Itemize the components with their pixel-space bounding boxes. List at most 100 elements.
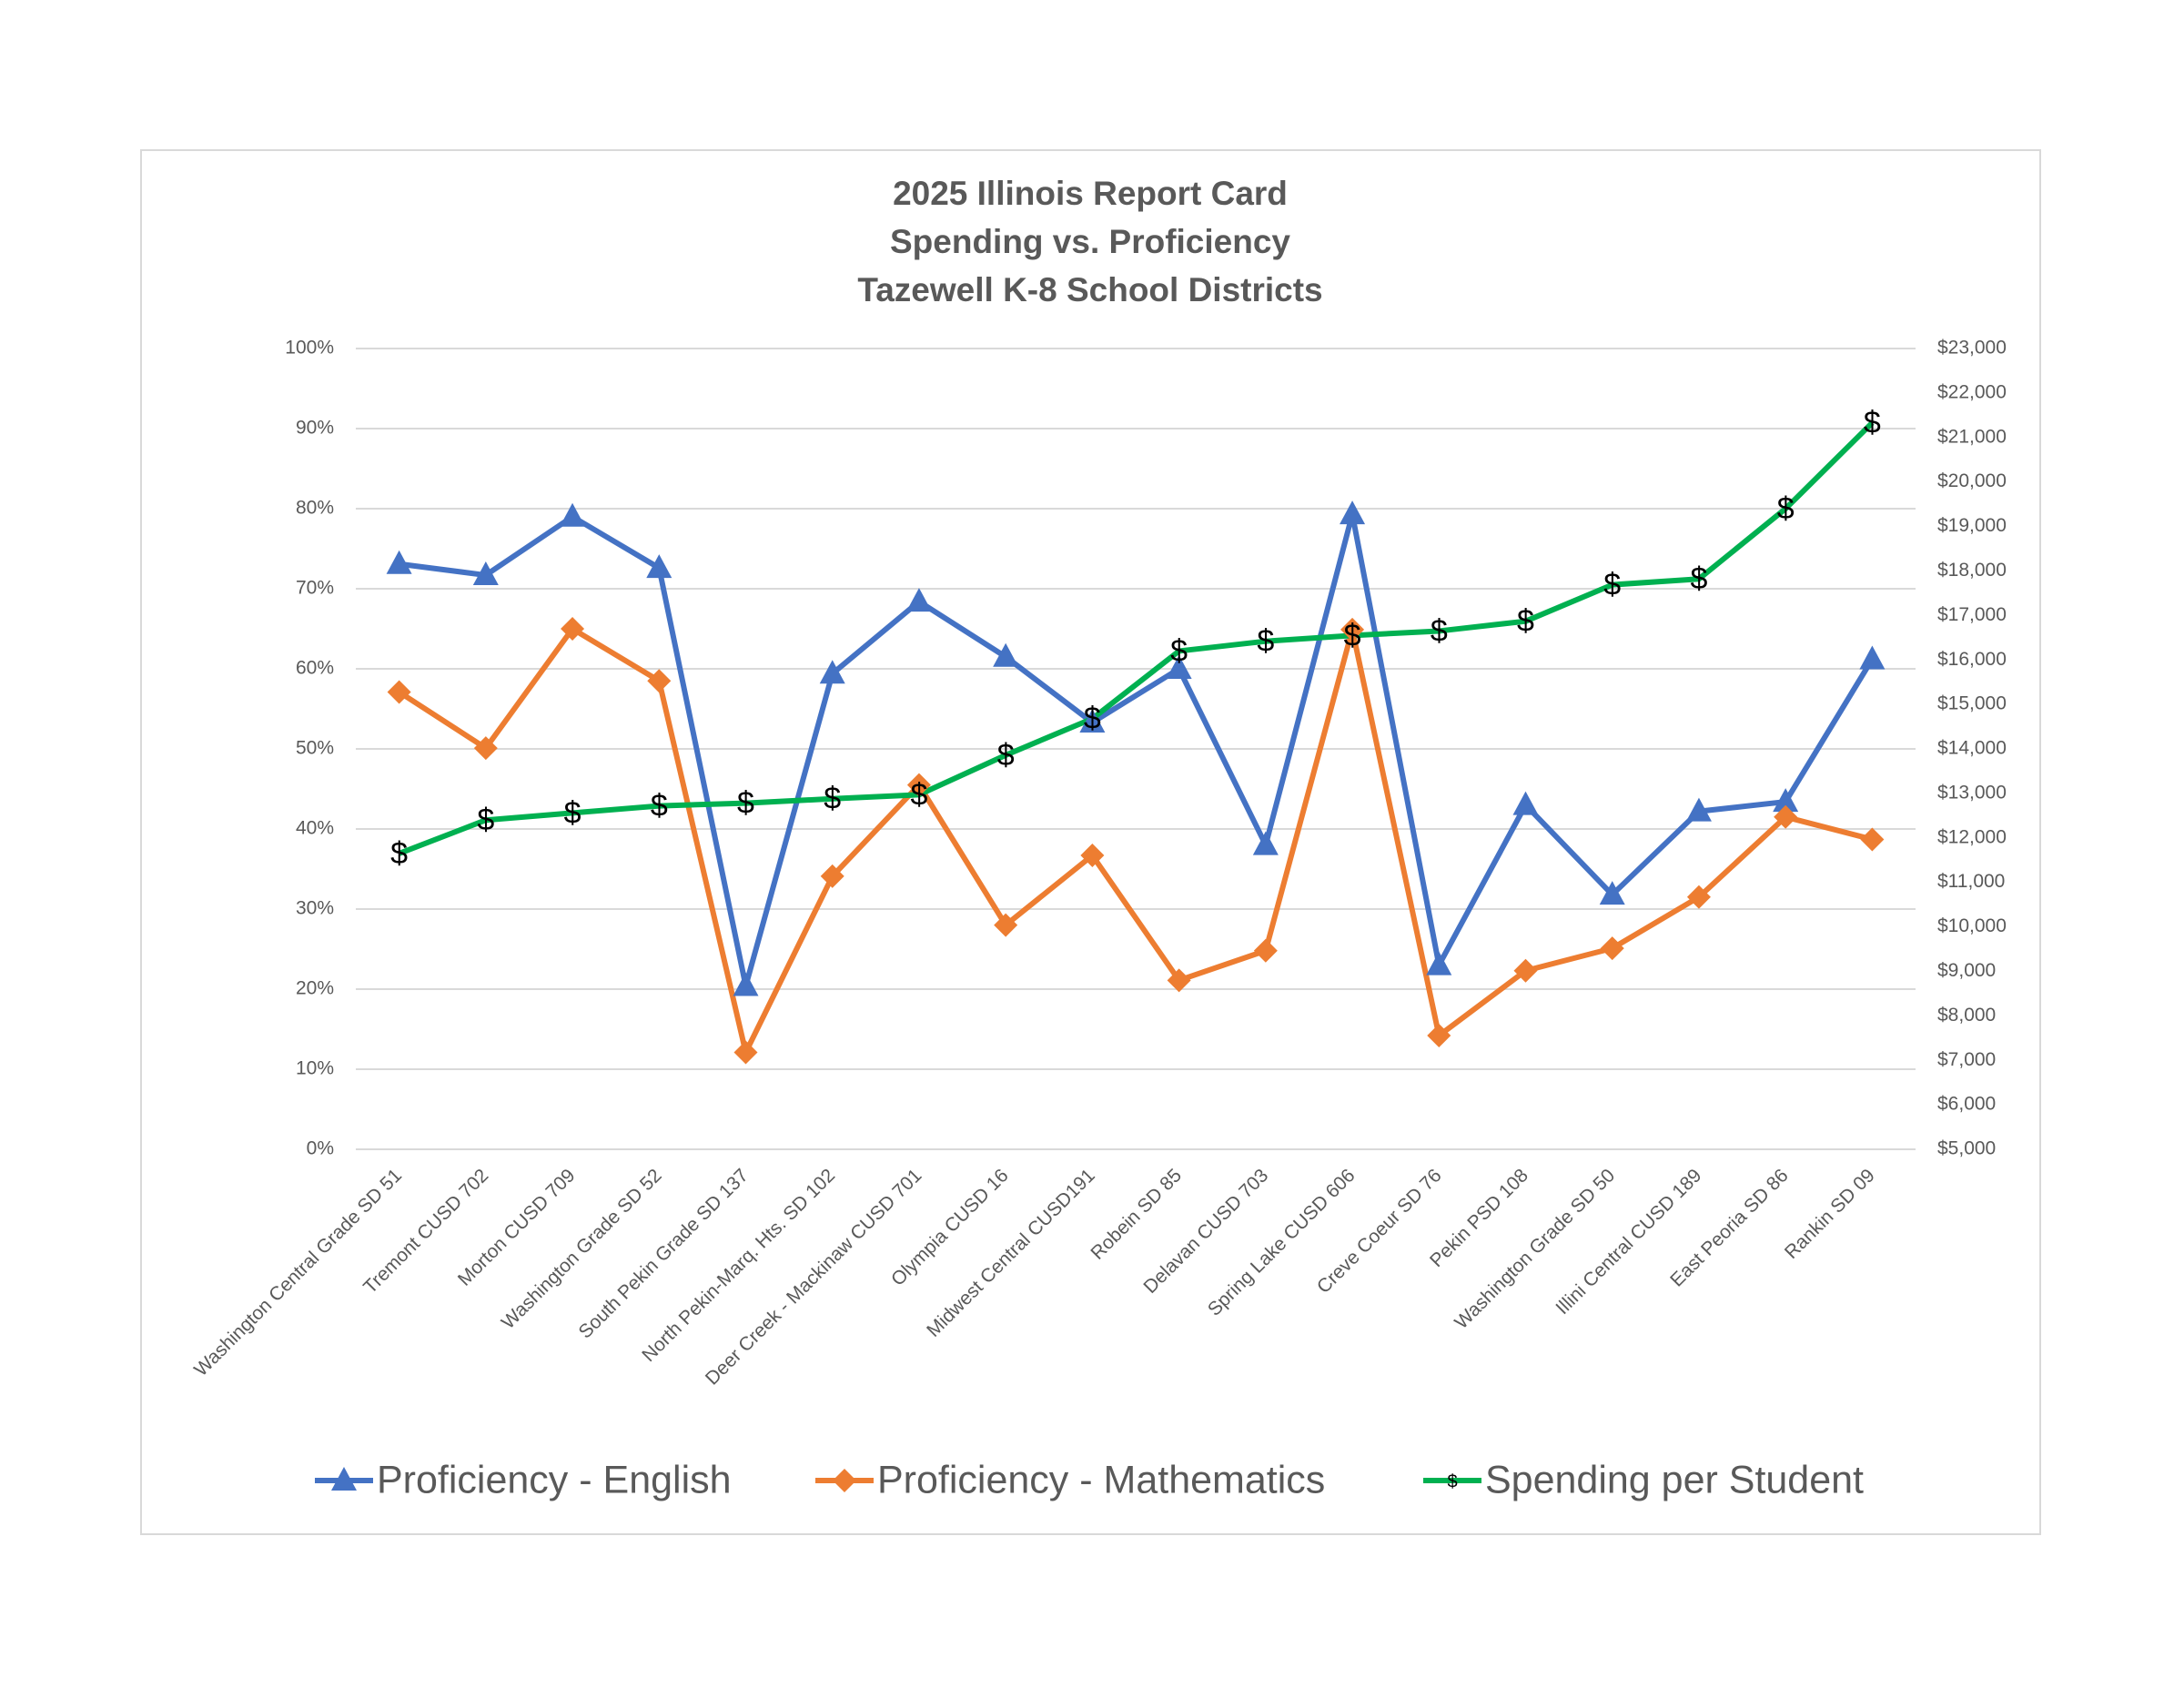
y2-tick-label: $7,000 <box>1937 1049 1996 1070</box>
marker <box>1686 884 1711 909</box>
y2-tick-label: $6,000 <box>1937 1094 1996 1115</box>
marker <box>1513 958 1538 983</box>
marker <box>561 617 585 641</box>
marker <box>1860 827 1885 852</box>
marker <box>387 680 411 704</box>
y-tick-label: 70% <box>296 578 334 599</box>
marker: $ <box>1084 702 1101 736</box>
marker <box>646 554 672 579</box>
marker: $ <box>1170 633 1188 668</box>
marker <box>993 642 1019 667</box>
series-line <box>397 626 1874 1056</box>
legend-label: Proficiency - Mathematics <box>877 1458 1325 1501</box>
y2-tick-label: $14,000 <box>1937 738 2007 759</box>
marker <box>906 773 931 797</box>
marker: $ <box>997 738 1015 773</box>
marker <box>1773 788 1799 813</box>
y-tick-label: 80% <box>296 498 334 519</box>
legend-marker: $ <box>1447 1471 1457 1491</box>
marker <box>1427 1024 1451 1048</box>
marker <box>1599 881 1625 905</box>
marker <box>1859 645 1886 670</box>
marker: $ <box>1344 618 1361 652</box>
y2-tick-label: $19,000 <box>1937 515 2007 536</box>
y-tick-label: 30% <box>296 898 334 919</box>
marker <box>473 736 498 761</box>
marker: $ <box>1864 406 1881 440</box>
marker: $ <box>1777 491 1795 526</box>
y2-tick-label: $12,000 <box>1937 826 2007 847</box>
y2-tick-label: $9,000 <box>1937 960 1996 981</box>
marker <box>820 864 844 888</box>
y-tick-label: 50% <box>296 738 334 759</box>
marker: $ <box>1431 613 1448 648</box>
chart-title: Tazewell K-8 School Districts <box>857 271 1322 308</box>
marker <box>1166 655 1192 679</box>
marker: $ <box>1603 568 1621 602</box>
legend-marker <box>331 1467 357 1491</box>
y2-tick-label: $23,000 <box>1937 338 2007 359</box>
y-tick-label: 0% <box>307 1138 334 1159</box>
marker: $ <box>824 782 841 816</box>
y2-tick-label: $18,000 <box>1937 560 2007 581</box>
marker <box>1600 936 1624 961</box>
y-tick-label: 10% <box>296 1058 334 1079</box>
marker <box>733 1040 758 1065</box>
series-line <box>398 420 1875 856</box>
legend-label: Proficiency - English <box>377 1458 732 1501</box>
chart-title: Spending vs. Proficiency <box>890 223 1290 260</box>
chart-title: 2025 Illinois Report Card <box>893 175 1288 212</box>
marker: $ <box>564 795 581 830</box>
y-tick-label: 90% <box>296 418 334 439</box>
y-tick-label: 60% <box>296 658 334 679</box>
marker <box>819 660 845 684</box>
legend-label: Spending per Student <box>1485 1458 1864 1501</box>
y2-tick-label: $11,000 <box>1937 871 2005 892</box>
marker: $ <box>910 777 927 812</box>
legend-item: $ Spending per Student <box>1423 1458 1864 1501</box>
y-tick-label: 100% <box>285 338 334 359</box>
y2-tick-label: $8,000 <box>1937 1005 1996 1026</box>
series-line <box>399 511 1875 989</box>
marker <box>733 972 759 996</box>
marker: $ <box>390 836 408 871</box>
marker <box>1426 951 1452 975</box>
y2-tick-label: $17,000 <box>1937 604 2007 625</box>
marker <box>1080 844 1105 868</box>
marker <box>1512 791 1539 815</box>
marker: $ <box>1257 624 1274 659</box>
marker <box>1167 968 1191 993</box>
marker <box>1340 500 1366 525</box>
y2-tick-label: $21,000 <box>1937 426 2007 447</box>
marker: $ <box>1517 604 1534 639</box>
marker <box>905 588 932 612</box>
marker <box>1685 797 1712 822</box>
y2-tick-label: $5,000 <box>1937 1138 1996 1159</box>
marker: $ <box>1690 561 1707 596</box>
marker <box>1253 938 1278 963</box>
legend-marker <box>833 1469 856 1492</box>
y2-tick-label: $13,000 <box>1937 782 2007 803</box>
y2-tick-label: $16,000 <box>1937 649 2007 670</box>
marker: $ <box>737 786 754 821</box>
marker <box>560 502 586 527</box>
y-tick-label: 20% <box>296 978 334 999</box>
chart-frame <box>140 149 2041 1535</box>
legend-item: Proficiency - English <box>315 1458 732 1501</box>
marker <box>472 561 499 586</box>
legend-item: Proficiency - Mathematics <box>815 1458 1325 1501</box>
y2-tick-label: $10,000 <box>1937 915 2007 936</box>
marker <box>994 913 1018 937</box>
marker <box>386 550 412 574</box>
marker: $ <box>477 803 494 837</box>
y2-tick-label: $15,000 <box>1937 693 2007 714</box>
y2-tick-label: $22,000 <box>1937 381 2007 402</box>
marker <box>1340 617 1365 642</box>
marker <box>1774 804 1798 829</box>
marker: $ <box>651 789 668 824</box>
y2-tick-label: $20,000 <box>1937 470 2007 491</box>
marker <box>647 669 672 693</box>
marker <box>1252 831 1279 855</box>
